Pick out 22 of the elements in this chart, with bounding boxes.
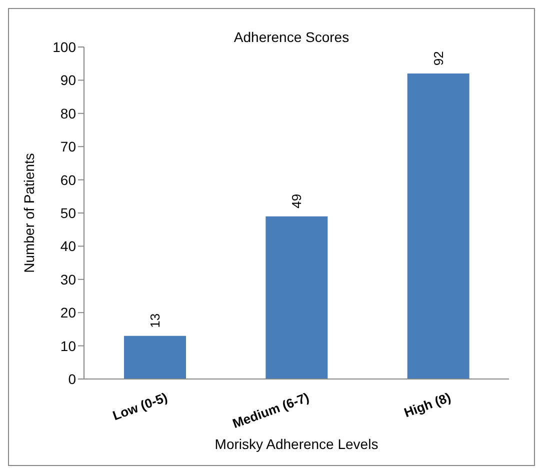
y-tick-label: 70: [60, 138, 76, 155]
data-label: 49: [289, 194, 304, 208]
chart-title: Adherence Scores: [234, 29, 350, 45]
y-tick-label: 60: [60, 172, 76, 188]
y-tick-label: 50: [60, 204, 76, 221]
y-tick-label: 90: [60, 72, 76, 88]
data-label: 13: [148, 313, 162, 328]
bar: [124, 336, 186, 379]
y-tick-label: 80: [60, 105, 76, 122]
y-tick-label: 10: [60, 338, 76, 354]
y-tick-label: 20: [60, 304, 76, 321]
y-tick-label: 30: [60, 271, 76, 288]
x-tick-label: High (8): [402, 390, 453, 420]
y-tick-label: 100: [52, 38, 76, 55]
x-axis-title: Morisky Adherence Levels: [214, 436, 378, 452]
data-label: 92: [430, 51, 446, 66]
bar: [266, 216, 328, 379]
y-axis-title: Number of Patients: [20, 153, 37, 273]
bar: [407, 74, 470, 379]
y-tick-label: 0: [68, 370, 76, 387]
y-tick-label: 40: [60, 238, 76, 254]
x-tick-label: Low (0-5): [110, 390, 170, 424]
